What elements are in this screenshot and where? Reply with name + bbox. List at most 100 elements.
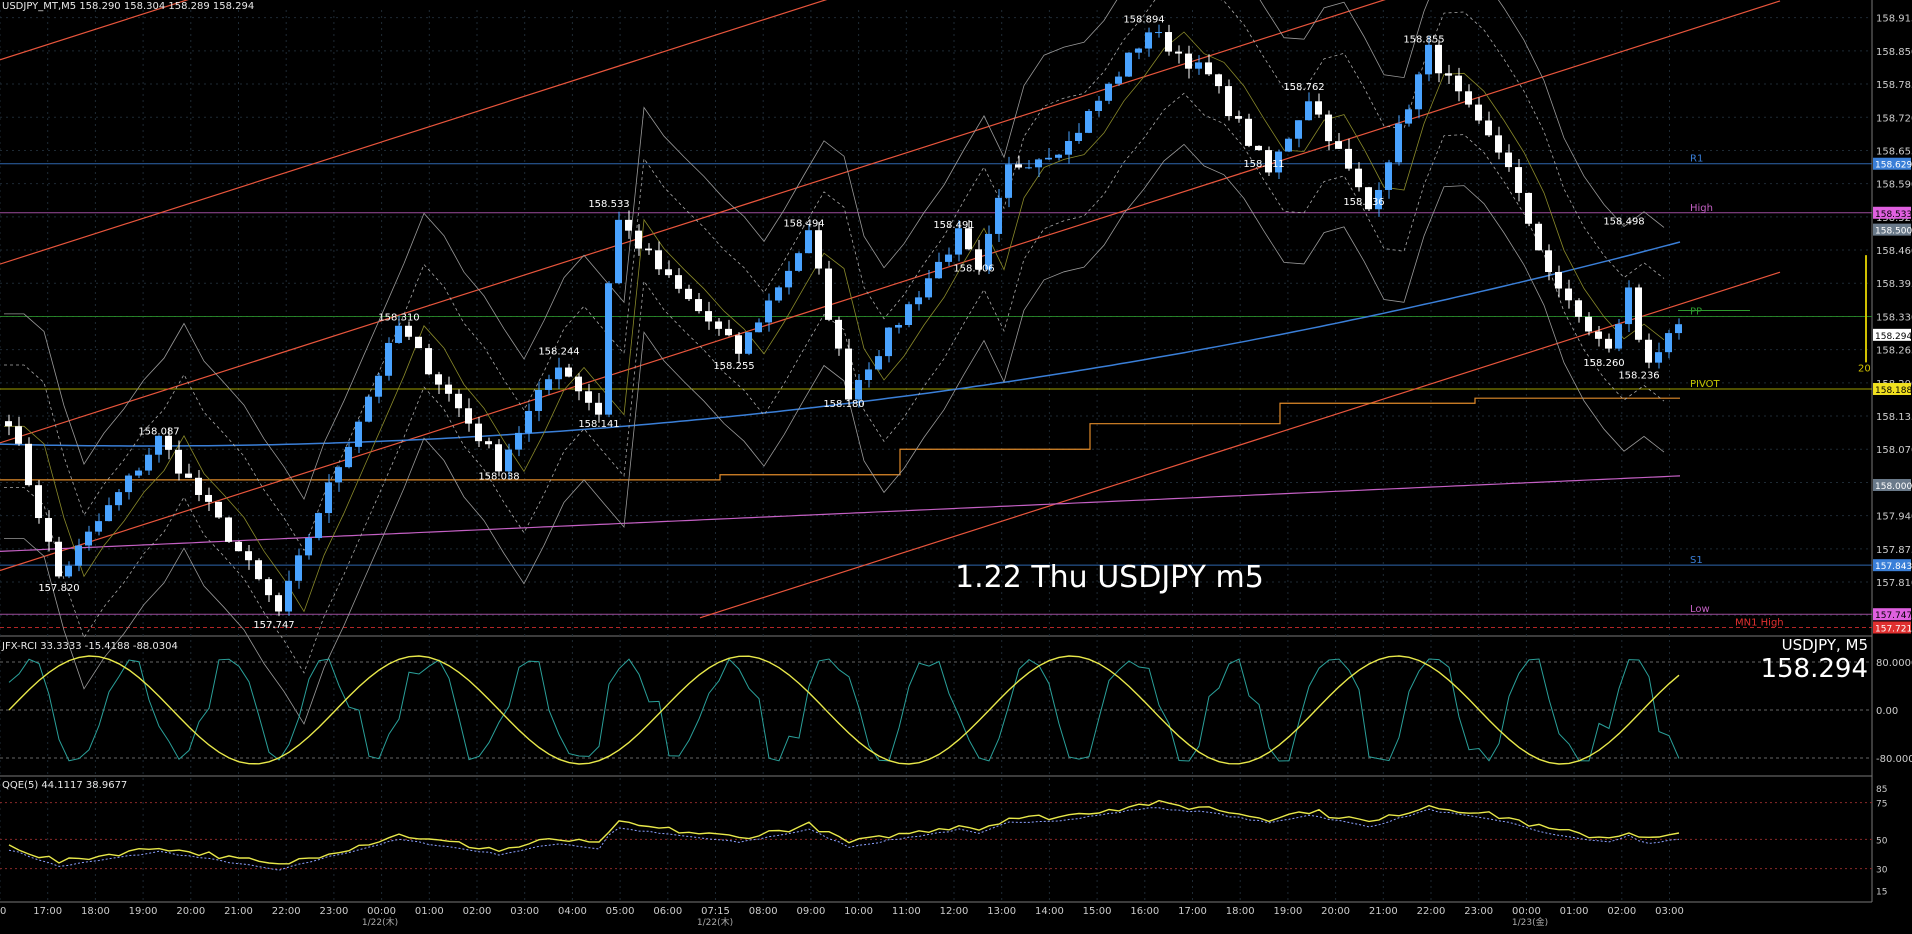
rci-header: JFX-RCI 33.3333 -15.4188 -88.0304 bbox=[2, 641, 178, 652]
lower-band-dashed bbox=[4, 92, 1665, 674]
level-label: MN1 High bbox=[1735, 617, 1784, 628]
candle-body bbox=[745, 332, 752, 354]
current-price: 158.294 bbox=[1760, 654, 1868, 684]
candle-body bbox=[895, 324, 902, 328]
price-tag-label: 157.747 bbox=[1875, 611, 1912, 621]
candle-body bbox=[1635, 287, 1642, 340]
time-tick-label: 01:00 bbox=[1560, 906, 1589, 917]
price-tag bbox=[1873, 157, 1911, 170]
candle-body bbox=[915, 297, 922, 305]
candle-body bbox=[1005, 164, 1012, 198]
candle-body bbox=[1025, 167, 1032, 169]
time-tick-label: 04:00 bbox=[558, 906, 587, 917]
candle-body bbox=[1605, 338, 1612, 349]
time-tick-label: 05:00 bbox=[606, 906, 635, 917]
candle-body bbox=[1595, 331, 1602, 339]
candle-body bbox=[405, 325, 412, 337]
price-tag-label: 158.000 bbox=[1875, 482, 1912, 492]
candle-body bbox=[235, 541, 242, 552]
candle-body bbox=[845, 348, 852, 400]
swing-price-label: 158.038 bbox=[478, 472, 519, 483]
candle-body bbox=[435, 374, 442, 385]
candle-body bbox=[1075, 132, 1082, 142]
swing-price-label: 158.494 bbox=[783, 219, 824, 230]
time-tick-label: 19:00 bbox=[1273, 906, 1302, 917]
time-tick-label: 01:00 bbox=[415, 906, 444, 917]
time-tick-label: 08:00 bbox=[749, 906, 778, 917]
candle-body bbox=[1225, 86, 1232, 117]
candle-body bbox=[1255, 145, 1262, 151]
candle-body bbox=[945, 254, 952, 262]
time-tick-label: 13:00 bbox=[987, 906, 1016, 917]
candle-body bbox=[295, 555, 302, 581]
candle-body bbox=[655, 250, 662, 270]
time-tick-label: 22:00 bbox=[1417, 906, 1446, 917]
candle-body bbox=[25, 443, 32, 486]
candle-body bbox=[1445, 73, 1452, 76]
candle-body bbox=[1235, 116, 1242, 119]
candle-body bbox=[1515, 167, 1522, 193]
candle-body bbox=[545, 379, 552, 390]
candle-body bbox=[565, 367, 572, 377]
price-tag bbox=[1873, 206, 1911, 219]
candle-body bbox=[1245, 118, 1252, 146]
swing-price-label: 158.533 bbox=[588, 199, 629, 210]
swing-price-label: 158.255 bbox=[713, 361, 754, 372]
candle-body bbox=[65, 565, 72, 577]
candle-body bbox=[145, 454, 152, 471]
time-tick-label: 23:00 bbox=[319, 906, 348, 917]
time-tick-label: 02:00 bbox=[463, 906, 492, 917]
time-tick-label: 07:15 bbox=[701, 906, 730, 917]
candle-body bbox=[335, 467, 342, 483]
candle-body bbox=[255, 560, 262, 580]
upper-band-dashed bbox=[4, 0, 1665, 552]
candle-body bbox=[1275, 151, 1282, 173]
candle-body bbox=[265, 579, 272, 596]
candle-body bbox=[1575, 300, 1582, 317]
candle-body bbox=[605, 283, 612, 415]
candle-body bbox=[1375, 189, 1382, 210]
candle-body bbox=[495, 444, 502, 472]
candle-body bbox=[625, 219, 632, 231]
candle-body bbox=[1145, 32, 1152, 49]
candle-body bbox=[1065, 141, 1072, 155]
candle-body bbox=[455, 393, 462, 409]
candle-body bbox=[1525, 192, 1532, 224]
price-tick-label: 158.720 bbox=[1876, 113, 1912, 124]
swing-price-label: 158.180 bbox=[823, 399, 864, 410]
candle-body bbox=[445, 384, 452, 394]
time-tick-label: 20:00 bbox=[1321, 906, 1350, 917]
candle-body bbox=[45, 518, 52, 542]
candle-body bbox=[215, 501, 222, 518]
swing-price-label: 158.310 bbox=[378, 313, 419, 324]
time-tick-label: 03:00 bbox=[1655, 906, 1684, 917]
candle-body bbox=[615, 219, 622, 284]
candle-body bbox=[55, 541, 62, 577]
price-tick-label: 158.330 bbox=[1876, 312, 1912, 323]
candle-body bbox=[805, 230, 812, 254]
candle-body bbox=[645, 248, 652, 251]
candle-body bbox=[1505, 152, 1512, 168]
candle-body bbox=[755, 322, 762, 333]
price-tick-label: 158.655 bbox=[1876, 146, 1912, 157]
qqe-header: QQE(5) 44.1117 38.9677 bbox=[2, 780, 128, 791]
time-tick-label: 17:00 bbox=[33, 906, 62, 917]
candle-body bbox=[365, 396, 372, 422]
candle-body bbox=[245, 551, 252, 561]
candle-body bbox=[775, 287, 782, 301]
time-tick-label: 10:00 bbox=[844, 906, 873, 917]
swing-price-label: 158.087 bbox=[138, 427, 179, 438]
candle-body bbox=[595, 402, 602, 415]
price-tag bbox=[1873, 559, 1911, 572]
time-tick-label: 23:00 bbox=[1464, 906, 1493, 917]
qqe-tick-label: 75 bbox=[1876, 800, 1887, 810]
candle-body bbox=[1035, 159, 1042, 168]
candle-body bbox=[195, 477, 202, 495]
swing-price-label: 158.894 bbox=[1123, 14, 1164, 25]
candle-body bbox=[535, 389, 542, 411]
candle-body bbox=[35, 485, 42, 519]
time-tick-label: 12:00 bbox=[940, 906, 969, 917]
candle-body bbox=[1435, 44, 1442, 74]
candle-body bbox=[85, 531, 92, 546]
